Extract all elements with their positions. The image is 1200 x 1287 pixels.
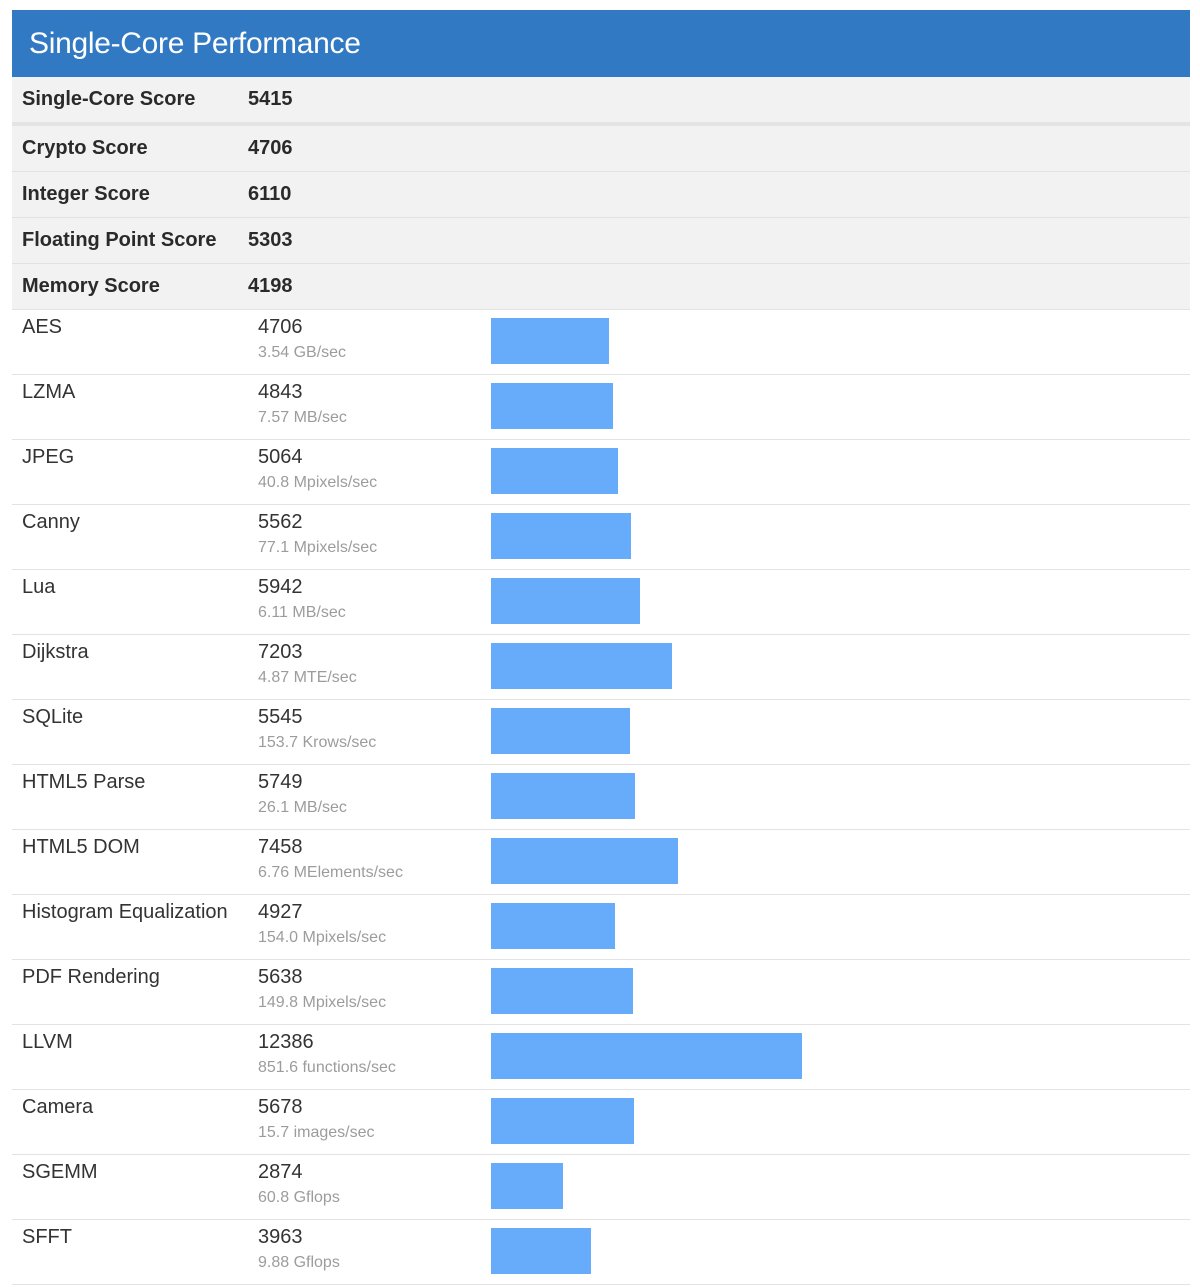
benchmark-name: LZMA [22, 381, 76, 403]
benchmark-row: HTML5 DOM 7458 6.76 MElements/sec [12, 830, 1190, 895]
benchmark-name: Dijkstra [22, 641, 89, 663]
summary-label: Floating Point Score [22, 229, 217, 251]
benchmark-score: 7458 [258, 836, 303, 858]
benchmark-row: JPEG 5064 40.8 Mpixels/sec [12, 440, 1190, 505]
summary-row-memory: Memory Score 4198 [12, 264, 1190, 310]
summary-label: Crypto Score [22, 137, 148, 159]
benchmark-row: LZMA 4843 7.57 MB/sec [12, 375, 1190, 440]
summary-value: 4706 [248, 137, 293, 159]
benchmark-score: 4706 [258, 316, 303, 338]
benchmark-score: 2874 [258, 1161, 303, 1183]
summary-label: Memory Score [22, 275, 160, 297]
benchmark-score: 5064 [258, 446, 303, 468]
summary-value: 4198 [248, 275, 293, 297]
summary-row-single-core: Single-Core Score 5415 [12, 77, 1190, 126]
benchmark-row: Camera 5678 15.7 images/sec [12, 1090, 1190, 1155]
benchmark-bar [491, 1033, 802, 1079]
benchmark-score: 5942 [258, 576, 303, 598]
single-core-panel: Single-Core Performance Single-Core Scor… [12, 10, 1190, 1285]
benchmark-bar [491, 968, 633, 1014]
benchmark-row: SQLite 5545 153.7 Krows/sec [12, 700, 1190, 765]
benchmark-bar [491, 838, 678, 884]
summary-value: 5303 [248, 229, 293, 251]
benchmark-name: SQLite [22, 706, 84, 728]
benchmark-row: HTML5 Parse 5749 26.1 MB/sec [12, 765, 1190, 830]
benchmark-row: Histogram Equalization 4927 154.0 Mpixels/… [12, 895, 1190, 960]
benchmark-rate: 26.1 MB/sec [258, 799, 347, 816]
benchmark-table: AES 4706 3.54 GB/sec LZMA 4843 7.57 MB/sec JPE… [12, 310, 1190, 1285]
benchmark-bar [491, 448, 618, 494]
summary-value: 5415 [248, 88, 293, 110]
benchmark-name: HTML5 Parse [22, 771, 146, 793]
benchmark-bar [491, 1098, 634, 1144]
benchmark-bar [491, 513, 631, 559]
benchmark-name: AES [22, 316, 63, 338]
benchmark-score: 5678 [258, 1096, 303, 1118]
benchmark-rate: 149.8 Mpixels/sec [258, 994, 387, 1011]
benchmark-name: SFFT [22, 1226, 72, 1248]
benchmark-name: Camera [22, 1096, 94, 1118]
benchmark-name: LLVM [22, 1031, 73, 1053]
benchmark-name: Histogram Equalization [22, 901, 228, 923]
benchmark-rate: 153.7 Krows/sec [258, 734, 377, 751]
benchmark-score: 4927 [258, 901, 303, 923]
benchmark-name: JPEG [22, 446, 75, 468]
benchmark-score: 5545 [258, 706, 303, 728]
benchmark-rate: 9.88 Gflops [258, 1254, 340, 1271]
benchmark-score: 3963 [258, 1226, 303, 1248]
summary-label: Single-Core Score [22, 88, 196, 110]
benchmark-rate: 6.76 MElements/sec [258, 864, 403, 881]
benchmark-score: 7203 [258, 641, 303, 663]
benchmark-rate: 15.7 images/sec [258, 1124, 375, 1141]
benchmark-bar [491, 708, 630, 754]
benchmark-bar [491, 383, 613, 429]
benchmark-bar [491, 903, 615, 949]
benchmark-row: LLVM 12386 851.6 functions/sec [12, 1025, 1190, 1090]
summary-row-integer: Integer Score 6110 [12, 172, 1190, 218]
benchmark-name: Canny [22, 511, 80, 533]
benchmark-row: Lua 5942 6.11 MB/sec [12, 570, 1190, 635]
benchmark-rate: 6.11 MB/sec [258, 604, 346, 621]
panel-title: Single-Core Performance [29, 26, 361, 60]
benchmark-rate: 77.1 Mpixels/sec [258, 539, 378, 556]
summary-table: Single-Core Score 5415 Crypto Score 4706… [12, 77, 1190, 310]
benchmark-score: 4843 [258, 381, 303, 403]
benchmark-bar [491, 773, 635, 819]
benchmark-name: HTML5 DOM [22, 836, 140, 858]
benchmark-score: 12386 [258, 1031, 314, 1053]
benchmark-score: 5638 [258, 966, 303, 988]
benchmark-row: AES 4706 3.54 GB/sec [12, 310, 1190, 375]
benchmark-bar [491, 318, 609, 364]
benchmark-score: 5749 [258, 771, 303, 793]
benchmark-row: PDF Rendering 5638 149.8 Mpixels/sec [12, 960, 1190, 1025]
benchmark-bar [491, 643, 672, 689]
summary-value: 6110 [248, 183, 292, 205]
benchmark-score: 5562 [258, 511, 303, 533]
panel-header: Single-Core Performance [12, 10, 1190, 77]
benchmark-bar [491, 578, 640, 624]
benchmark-row: Canny 5562 77.1 Mpixels/sec [12, 505, 1190, 570]
summary-row-floating-point: Floating Point Score 5303 [12, 218, 1190, 264]
benchmark-row: SGEMM 2874 60.8 Gflops [12, 1155, 1190, 1220]
summary-row-crypto: Crypto Score 4706 [12, 126, 1190, 172]
benchmark-row: Dijkstra 7203 4.87 MTE/sec [12, 635, 1190, 700]
benchmark-row: SFFT 3963 9.88 Gflops [12, 1220, 1190, 1285]
benchmark-bar [491, 1228, 591, 1274]
summary-label: Integer Score [22, 183, 150, 205]
benchmark-rate: 154.0 Mpixels/sec [258, 929, 387, 946]
benchmark-rate: 851.6 functions/sec [258, 1059, 396, 1076]
benchmark-name: SGEMM [22, 1161, 98, 1183]
benchmark-bar [491, 1163, 563, 1209]
benchmark-rate: 40.8 Mpixels/sec [258, 474, 378, 491]
benchmark-name: Lua [22, 576, 56, 598]
benchmark-name: PDF Rendering [22, 966, 160, 988]
benchmark-rate: 60.8 Gflops [258, 1189, 340, 1206]
benchmark-rate: 4.87 MTE/sec [258, 669, 357, 686]
benchmark-rate: 3.54 GB/sec [258, 344, 347, 361]
benchmark-rate: 7.57 MB/sec [258, 409, 347, 426]
